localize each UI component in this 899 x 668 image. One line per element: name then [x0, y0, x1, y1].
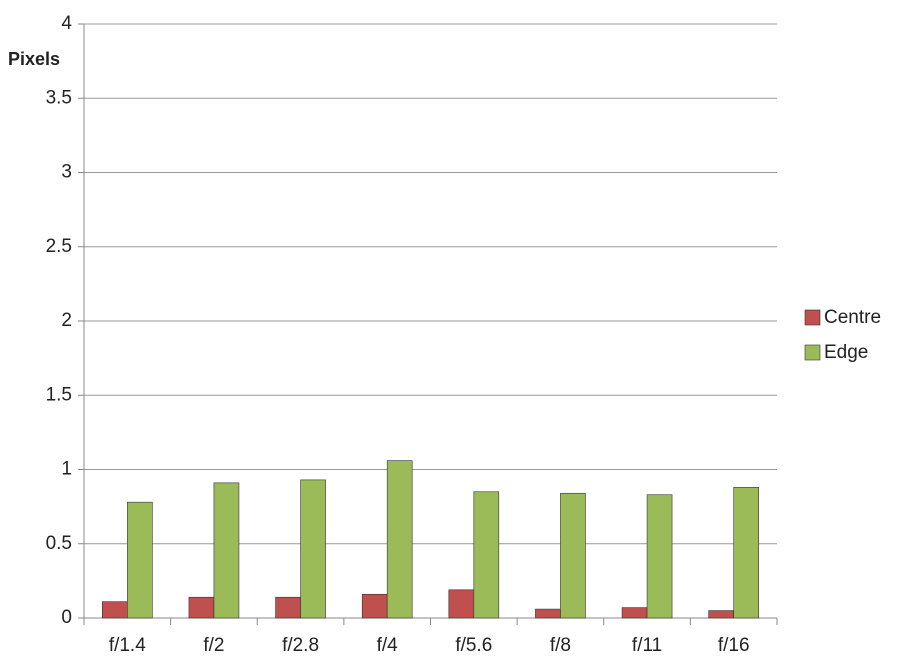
- y-axis-label: Pixels: [8, 49, 60, 69]
- x-tick-label: f/5.6: [455, 635, 492, 656]
- y-tick-label: 3: [61, 162, 72, 183]
- bar: [473, 491, 500, 619]
- x-tick-label: f/2: [203, 635, 224, 656]
- bar: [275, 596, 301, 619]
- y-tick-label: 4: [61, 13, 72, 34]
- y-tick-label: 2.5: [46, 236, 72, 257]
- bar: [386, 460, 413, 619]
- bar: [621, 607, 648, 619]
- x-tick-label: f/16: [718, 635, 750, 656]
- bar: [448, 589, 475, 619]
- bar: [560, 492, 586, 619]
- legend-label: Centre: [824, 307, 881, 328]
- y-tick-label: 1.5: [46, 384, 72, 405]
- bar: [733, 487, 759, 619]
- bar: [535, 608, 561, 619]
- y-tick-label: 0: [61, 607, 72, 628]
- legend-swatch: [804, 309, 821, 326]
- y-tick-label: 1: [61, 459, 72, 480]
- bar: [127, 501, 153, 619]
- x-tick-label: f/4: [377, 635, 399, 656]
- bar: [646, 494, 673, 619]
- bar: [708, 610, 734, 619]
- bar: [188, 596, 215, 619]
- x-tick-label: f/11: [632, 635, 662, 656]
- legend-label: Edge: [824, 342, 868, 363]
- x-tick-label: f/1.4: [109, 635, 146, 656]
- x-tick-label: f/2.8: [282, 635, 319, 656]
- bar: [213, 482, 240, 619]
- bar: [102, 601, 128, 619]
- x-tick-label: f/8: [550, 635, 571, 656]
- bar: [361, 593, 388, 619]
- y-tick-label: 3.5: [46, 87, 72, 108]
- y-tick-label: 0.5: [46, 533, 72, 554]
- bar: [300, 479, 326, 619]
- legend-swatch: [804, 344, 821, 361]
- y-tick-label: 2: [61, 310, 72, 331]
